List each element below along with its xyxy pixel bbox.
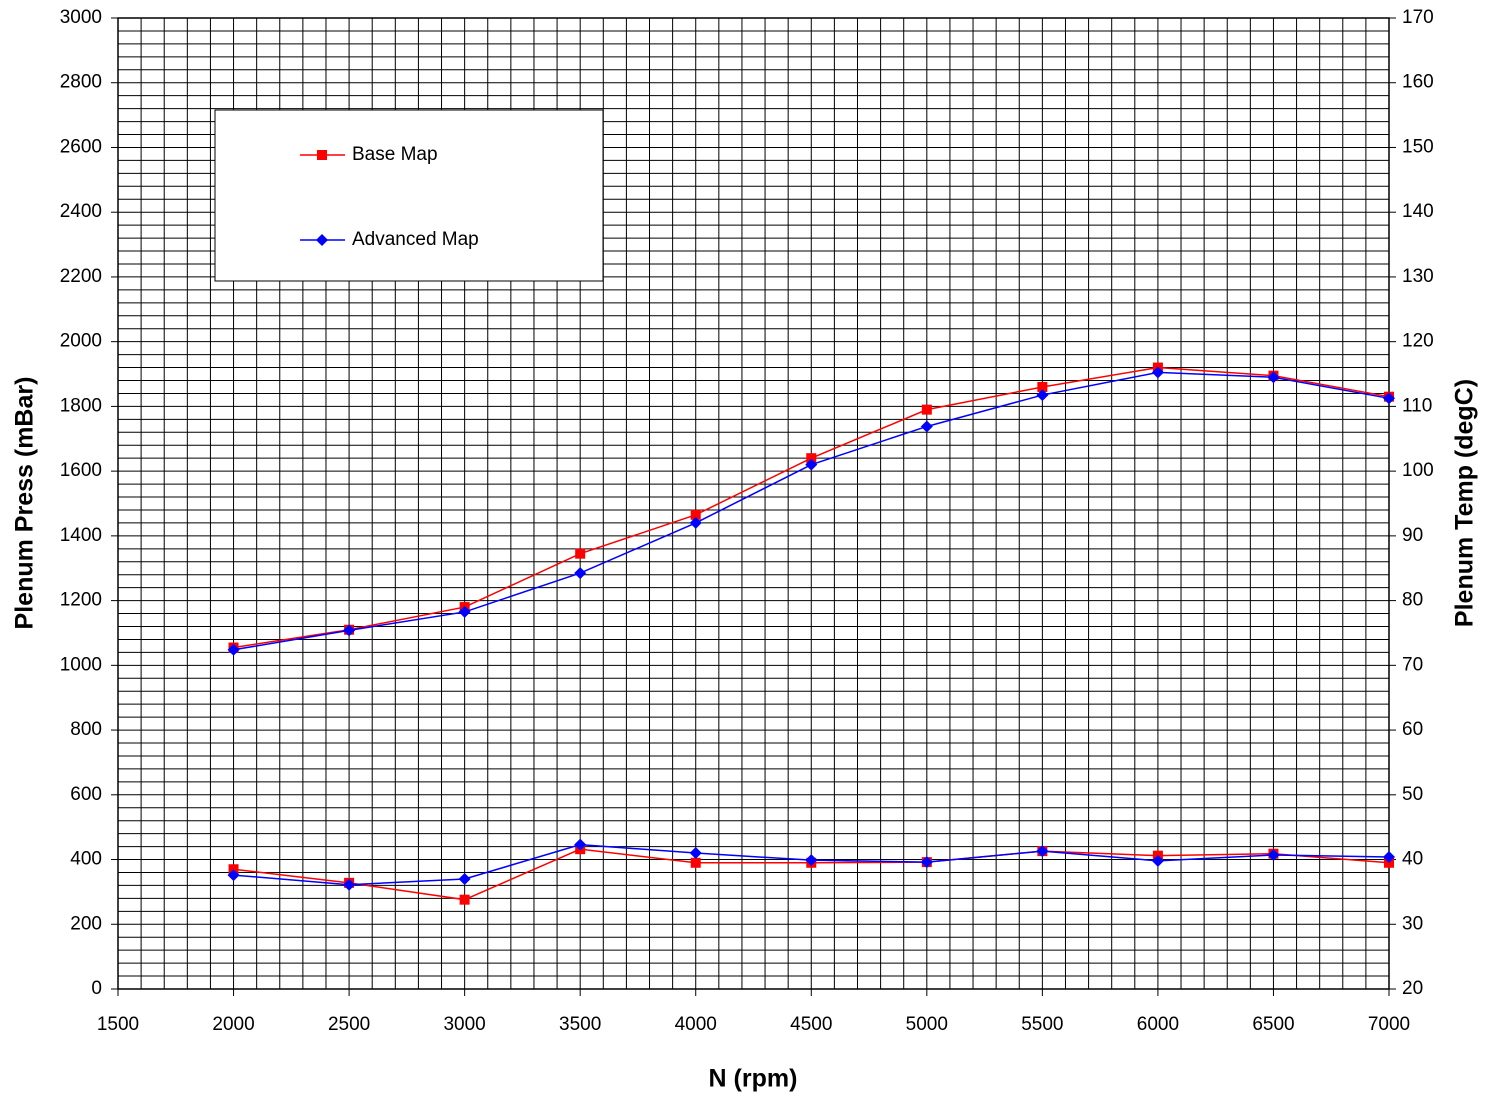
y-tick-label: 1600 <box>60 460 102 481</box>
marker <box>690 847 702 859</box>
legend-label: Advanced Map <box>352 229 479 250</box>
y-tick-label: 600 <box>70 784 102 805</box>
y2-tick-label: 170 <box>1402 7 1434 28</box>
legend-box <box>215 110 603 281</box>
y2-tick-label: 30 <box>1402 913 1423 934</box>
marker <box>922 405 932 415</box>
y-tick-label: 0 <box>91 978 102 999</box>
x-tick-label: 5500 <box>1021 1014 1063 1035</box>
y-tick-label: 2800 <box>60 72 102 93</box>
y2-tick-label: 70 <box>1402 654 1423 675</box>
y-tick-label: 400 <box>70 849 102 870</box>
x-tick-label: 3500 <box>559 1014 601 1035</box>
y-tick-label: 800 <box>70 719 102 740</box>
marker <box>691 858 701 868</box>
y2-tick-label: 150 <box>1402 136 1434 157</box>
x-tick-label: 5000 <box>906 1014 948 1035</box>
x-tick-label: 4000 <box>675 1014 717 1035</box>
y-tick-label: 3000 <box>60 7 102 28</box>
y2-tick-label: 60 <box>1402 719 1423 740</box>
y2-tick-label: 80 <box>1402 590 1423 611</box>
x-tick-label: 4500 <box>790 1014 832 1035</box>
marker <box>459 873 471 885</box>
y-tick-label: 2600 <box>60 136 102 157</box>
x-tick-label: 2000 <box>212 1014 254 1035</box>
y-tick-label: 1400 <box>60 525 102 546</box>
x-tick-label: 6500 <box>1252 1014 1294 1035</box>
y-axis-title: Plenum Press (mBar) <box>11 377 39 630</box>
marker <box>575 549 585 559</box>
marker <box>317 150 327 160</box>
x-axis-title: N (rpm) <box>709 1065 798 1093</box>
x-tick-label: 3000 <box>443 1014 485 1035</box>
y2-tick-label: 100 <box>1402 460 1434 481</box>
x-tick-label: 7000 <box>1368 1014 1410 1035</box>
y2-tick-label: 120 <box>1402 331 1434 352</box>
x-tick-label: 2500 <box>328 1014 370 1035</box>
y2-tick-label: 160 <box>1402 72 1434 93</box>
y2-tick-label: 110 <box>1402 395 1432 416</box>
x-tick-label: 1500 <box>97 1014 139 1035</box>
y-tick-label: 2000 <box>60 331 102 352</box>
y-tick-label: 200 <box>70 913 102 934</box>
marker <box>921 420 933 432</box>
y2-tick-label: 130 <box>1402 266 1434 287</box>
y2-tick-label: 90 <box>1402 525 1423 546</box>
chart: N (rpm) Plenum Press (mBar) Plenum Temp … <box>0 0 1486 1098</box>
y-tick-label: 1800 <box>60 395 102 416</box>
y-tick-label: 2400 <box>60 201 102 222</box>
y-tick-label: 1000 <box>60 654 102 675</box>
marker <box>574 567 586 579</box>
marker <box>460 895 470 905</box>
x-tick-label: 6000 <box>1137 1014 1179 1035</box>
y2-tick-label: 140 <box>1402 201 1434 222</box>
legend-label: Base Map <box>352 144 438 165</box>
y2-tick-label: 50 <box>1402 784 1423 805</box>
y2-tick-label: 20 <box>1402 978 1423 999</box>
y-tick-label: 1200 <box>60 590 102 611</box>
y-tick-label: 2200 <box>60 266 102 287</box>
y2-axis-title: Plenum Temp (degC) <box>1451 379 1479 627</box>
y2-tick-label: 40 <box>1402 849 1423 870</box>
